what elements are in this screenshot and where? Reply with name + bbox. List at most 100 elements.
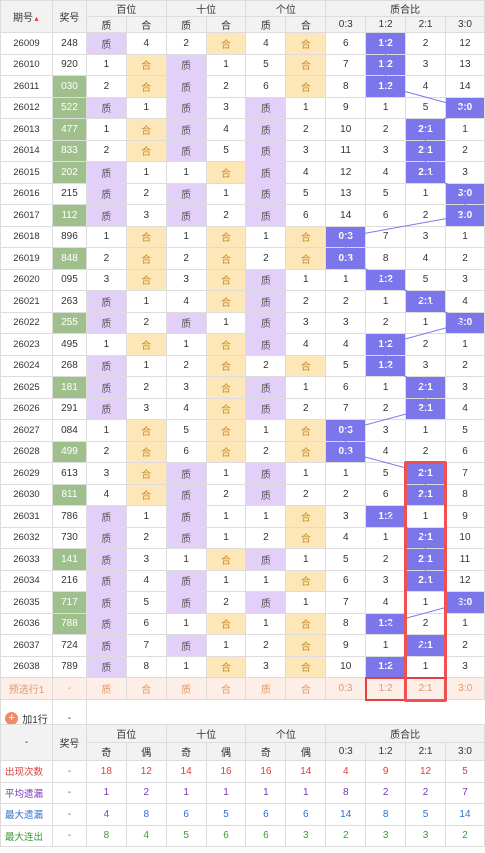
ratio-cell-3: 4 bbox=[444, 290, 485, 313]
table-row: 26020 095 3 合 3 合质 1 1 1:2 5 3 bbox=[0, 268, 485, 291]
ratio-cell-1: 4 bbox=[365, 161, 407, 184]
stats-value: 4 bbox=[325, 760, 367, 783]
award-cell: 730 bbox=[51, 526, 87, 549]
stats-value: 6 bbox=[285, 803, 327, 826]
award-cell: 724 bbox=[51, 634, 87, 657]
hundreds-zhi-cell: 质 bbox=[85, 376, 127, 399]
hundreds-zhi-cell: 质 bbox=[85, 526, 127, 549]
tens-zhi-cell: 质 bbox=[165, 526, 207, 549]
predict-tens-he[interactable]: 合 bbox=[205, 677, 247, 700]
tens-he-cell: 合 bbox=[205, 548, 247, 571]
units-zhi-cell: 2 bbox=[245, 634, 287, 657]
hundreds-zhi-cell: 质 bbox=[85, 612, 127, 635]
period-cell: 26010 bbox=[0, 53, 53, 76]
stats-value: 1 bbox=[245, 781, 287, 804]
table-row: 26021 263 质 1 4 合质 2 2 1 2:1 4 bbox=[0, 290, 485, 313]
ratio-cell-1: 1 bbox=[365, 96, 407, 119]
predict-ratio-1-2[interactable]: 1:2 bbox=[364, 676, 407, 701]
hundreds-he-cell: 4 bbox=[125, 32, 167, 55]
ratio-cell-3: 9 bbox=[444, 505, 485, 528]
units-he-cell: 合 bbox=[285, 75, 327, 98]
ratio-cell-2: 2:1 bbox=[405, 376, 446, 399]
hundreds-zhi-cell: 2 bbox=[85, 440, 127, 463]
hundreds-zhi-cell: 质 bbox=[85, 505, 127, 528]
tens-zhi-cell: 4 bbox=[165, 397, 207, 420]
period-cell: 26013 bbox=[0, 118, 53, 141]
hundreds-he-cell: 合 bbox=[125, 118, 167, 141]
predict-tens-zhi[interactable]: 质 bbox=[165, 677, 207, 700]
ratio-cell-2: 1 bbox=[405, 655, 446, 678]
ratio-cell-0: 9 bbox=[325, 96, 367, 119]
units-zhi-cell: 质 bbox=[245, 182, 287, 205]
ratio-cell-1: 3 bbox=[365, 139, 407, 162]
predict-ratio-2-1[interactable]: 2:1 bbox=[404, 676, 447, 701]
sort-icon[interactable]: ▲ bbox=[33, 16, 40, 23]
table-row: 26017 112 质 3 质 2 质 6 14 6 2 3:0 bbox=[0, 204, 485, 227]
award-header: 奖号 bbox=[51, 0, 87, 33]
table-row: 26009 248 质 4 2 合 4 合 6 1:2 2 12 bbox=[0, 32, 485, 55]
period-cell: 26012 bbox=[0, 96, 53, 119]
tens-zhi-cell: 质 bbox=[165, 505, 207, 528]
units-he-cell: 合 bbox=[285, 354, 327, 377]
tens-zhi-cell: 1 bbox=[165, 548, 207, 571]
hundreds-he-cell: 6 bbox=[125, 612, 167, 635]
units-he-cell: 2 bbox=[285, 483, 327, 506]
predict-units-zhi[interactable]: 质 bbox=[245, 677, 287, 700]
ratio-cell-3: 3 bbox=[444, 376, 485, 399]
period-cell: 26038 bbox=[0, 655, 53, 678]
stats-value: 2 bbox=[405, 781, 446, 804]
ratio-cell-0: 13 bbox=[325, 182, 367, 205]
predict-hundreds-he[interactable]: 合 bbox=[125, 677, 167, 700]
hundreds-he-cell: 1 bbox=[125, 354, 167, 377]
ratio-cell-3: 3:0 bbox=[444, 204, 485, 227]
stats-value: 6 bbox=[245, 803, 287, 826]
table-row: 26032 730 质 2 质 1 2 合 4 1 2:1 10 bbox=[0, 526, 485, 549]
predict-hundreds-zhi[interactable]: 质 bbox=[85, 677, 127, 700]
stats-table: - 奖号 百位 十位 个位 质合比 奇 偶 奇 偶 奇 偶 0:3 1:2 2:… bbox=[0, 724, 485, 847]
predict-units-he[interactable]: 合 bbox=[285, 677, 327, 700]
ratio-cell-1: 2 bbox=[365, 118, 407, 141]
ratio-cell-3: 8 bbox=[444, 483, 485, 506]
stats-value: 1 bbox=[285, 781, 327, 804]
award-cell: 268 bbox=[51, 354, 87, 377]
ratio-cell-3: 3:0 bbox=[444, 96, 485, 119]
units-zhi-cell: 质 bbox=[245, 311, 287, 334]
predict-award: - bbox=[51, 677, 87, 700]
ratio-cell-2: 2:1 bbox=[405, 462, 446, 485]
ratio-cell-2: 2 bbox=[405, 333, 446, 356]
trend-table: 期号▲ 奖号 百位 十位 个位 质合比 质 合 质 合 质 合 0:3 1:2 … bbox=[0, 0, 485, 738]
stats-label: 出现次数 bbox=[0, 760, 53, 783]
stats-value: 8 bbox=[125, 803, 167, 826]
table-row: 26011 030 2 合质 2 6 合 8 1:2 4 14 bbox=[0, 75, 485, 98]
tens-zhi-cell: 质 bbox=[165, 75, 207, 98]
units-he-cell: 合 bbox=[285, 440, 327, 463]
period-header[interactable]: 期号▲ bbox=[0, 0, 53, 33]
stats-value: 8 bbox=[365, 803, 407, 826]
tens-he-cell: 2 bbox=[205, 204, 247, 227]
table-row: 26034 216 质 4 质 1 1 合 6 3 2:1 12 bbox=[0, 569, 485, 592]
stats-value: 1 bbox=[205, 781, 247, 804]
ratio-cell-0: 0:3 bbox=[325, 440, 367, 463]
ratio-cell-1: 1 bbox=[365, 526, 407, 549]
predict-ratio-3-0[interactable]: 3:0 bbox=[444, 677, 485, 700]
units-he-cell: 合 bbox=[285, 53, 327, 76]
units-zhi-cell: 质 bbox=[245, 397, 287, 420]
hundreds-zhi-cell: 质 bbox=[85, 569, 127, 592]
units-zhi-cell: 质 bbox=[245, 161, 287, 184]
units-he-cell: 1 bbox=[285, 376, 327, 399]
predict-ratio-0-3[interactable]: 0:3 bbox=[325, 677, 367, 700]
tens-header: 十位 bbox=[165, 0, 247, 17]
hundreds-he-cell: 3 bbox=[125, 548, 167, 571]
ratio-cell-2: 2 bbox=[405, 204, 446, 227]
table-row: 26027 084 1 合 5 合 1 合 0:3 3 1 5 bbox=[0, 419, 485, 442]
stats-value: 4 bbox=[85, 803, 127, 826]
hundreds-he-cell: 合 bbox=[125, 483, 167, 506]
ratio-cell-1: 1:2 bbox=[365, 32, 407, 55]
hundreds-he-cell: 3 bbox=[125, 397, 167, 420]
ratio-cell-0: 8 bbox=[325, 75, 367, 98]
tens-he-cell: 1 bbox=[205, 53, 247, 76]
units-zhi-cell: 2 bbox=[245, 247, 287, 270]
hundreds-he-cell: 合 bbox=[125, 462, 167, 485]
period-cell: 26009 bbox=[0, 32, 53, 55]
stats-row: 平均遗漏 -1 2 1 1 1 1 8 2 2 7 bbox=[0, 781, 485, 804]
